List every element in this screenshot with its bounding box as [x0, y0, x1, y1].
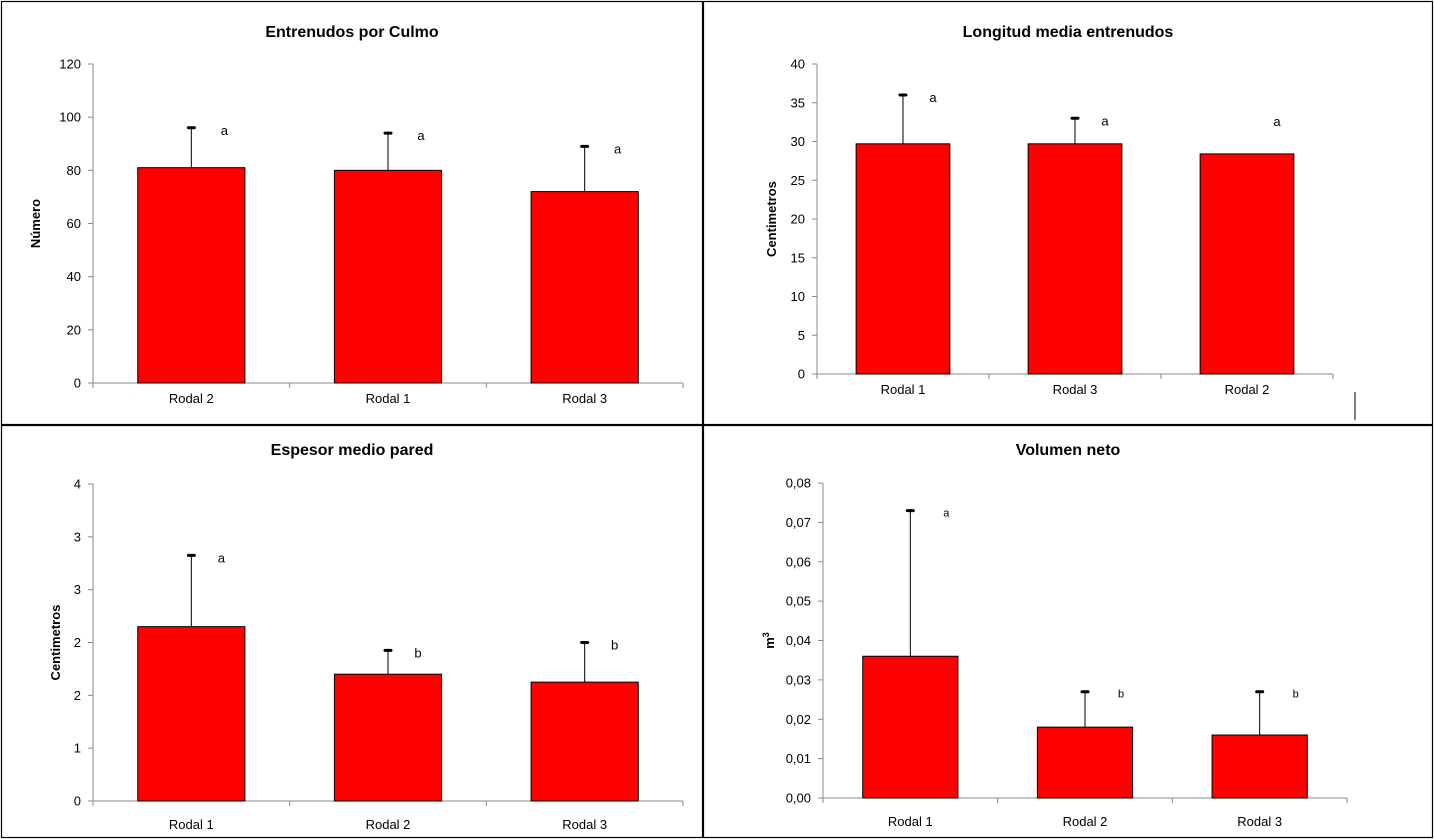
- bar: [1211, 734, 1308, 799]
- y-tick-label: 0,05: [786, 594, 811, 609]
- y-tick-label: 0,01: [786, 751, 811, 766]
- y-tick-label: 0: [74, 794, 81, 809]
- y-tick-label: 25: [791, 173, 805, 188]
- significance-letter: a: [221, 123, 229, 138]
- bar: [333, 673, 443, 802]
- y-tick-label: 3: [74, 582, 81, 597]
- y-tick-label: 15: [791, 250, 805, 265]
- y-tick-label: 35: [791, 95, 805, 110]
- x-tick-label: Rodal 2: [1225, 382, 1270, 397]
- bar: [530, 191, 639, 384]
- x-tick-label: Rodal 1: [888, 814, 933, 829]
- panel-border: [702, 424, 1434, 839]
- y-tick-label: 0,06: [786, 554, 811, 569]
- y-axis-label: m3: [761, 632, 777, 649]
- chart-title: Volumen neto: [1016, 442, 1121, 459]
- chart-0: Entrenudos por Culmo Número 0 20 40 60 80 100 12…: [0, 0, 704, 426]
- x-tick-label: Rodal 1: [366, 391, 411, 406]
- panel-border: [702, 0, 1434, 426]
- y-tick-label: 40: [791, 57, 805, 72]
- y-tick-label: 4: [74, 477, 81, 492]
- x-tick-label: Rodal 3: [1237, 814, 1282, 829]
- y-tick-label: 80: [67, 163, 81, 178]
- y-tick-label: 0,03: [786, 672, 811, 687]
- y-tick-label: 60: [67, 216, 81, 231]
- panel-border: [0, 424, 704, 839]
- significance-letter: b: [1293, 689, 1299, 701]
- significance-letter: a: [417, 128, 425, 143]
- y-tick-label: 5: [798, 328, 805, 343]
- x-tick-label: Rodal 3: [1053, 382, 1098, 397]
- bar: [855, 143, 951, 375]
- x-tick-label: Rodal 1: [169, 817, 214, 832]
- chart-title: Longitud media entrenudos: [963, 24, 1174, 41]
- chart-title: Entrenudos por Culmo: [265, 24, 439, 41]
- x-tick-label: Rodal 1: [881, 382, 926, 397]
- y-tick-label: 3: [74, 529, 81, 544]
- panel-border: [0, 0, 704, 426]
- y-tick-label: 1: [74, 741, 81, 756]
- y-tick-label: 0,08: [786, 476, 811, 491]
- bar: [862, 655, 959, 799]
- y-tick-label: 10: [791, 289, 805, 304]
- y-tick-label: 100: [59, 110, 81, 125]
- y-tick-label: 0,04: [786, 633, 811, 648]
- y-tick-label: 2: [74, 688, 81, 703]
- chart-title: Espesor medio pared: [271, 442, 434, 459]
- bar: [137, 626, 246, 802]
- chart-2: Espesor medio pared Centimetros 0 1 2 2 3 3 4 a Ro…: [0, 424, 704, 839]
- y-tick-label: 40: [67, 269, 81, 284]
- y-tick-label: 0: [74, 376, 81, 391]
- x-tick-label: Rodal 2: [1063, 814, 1108, 829]
- chart-1: Longitud media entrenudos Centimetros 0 5 10…: [702, 0, 1434, 426]
- y-tick-label: 30: [791, 134, 805, 149]
- y-axis-label: Centimetros: [764, 181, 779, 257]
- y-tick-label: 0: [798, 367, 805, 382]
- significance-letter: a: [614, 141, 622, 156]
- significance-letter: b: [611, 638, 618, 653]
- y-tick-label: 2: [74, 635, 81, 650]
- bar: [1036, 726, 1134, 799]
- significance-letter: a: [929, 90, 937, 105]
- x-tick-label: Rodal 3: [562, 817, 607, 832]
- y-tick-label: 20: [791, 212, 805, 227]
- significance-letter: a: [1101, 113, 1109, 128]
- x-tick-label: Rodal 2: [169, 391, 214, 406]
- significance-letter: a: [1273, 114, 1281, 129]
- y-tick-label: 0,00: [786, 791, 811, 806]
- x-tick-label: Rodal 3: [562, 391, 607, 406]
- bar: [530, 681, 639, 802]
- bar: [1199, 153, 1295, 375]
- y-tick-label: 0,02: [786, 712, 811, 727]
- y-tick-label: 0,07: [786, 515, 811, 530]
- bar: [333, 169, 443, 384]
- y-axis-label: Número: [28, 199, 43, 248]
- significance-letter: b: [414, 645, 421, 660]
- x-tick-label: Rodal 2: [366, 817, 411, 832]
- chart-3: Volumen neto m3 0,00 0,01 0,02 0,03 0,04 0,05 0,…: [702, 424, 1434, 839]
- y-tick-label: 120: [59, 57, 81, 72]
- significance-letter: a: [943, 508, 950, 520]
- significance-letter: a: [218, 550, 226, 565]
- y-tick-label: 20: [67, 322, 81, 337]
- bar: [1027, 143, 1123, 375]
- y-axis-label: Centimetros: [48, 605, 63, 681]
- significance-letter: b: [1118, 689, 1124, 701]
- bar: [137, 167, 246, 384]
